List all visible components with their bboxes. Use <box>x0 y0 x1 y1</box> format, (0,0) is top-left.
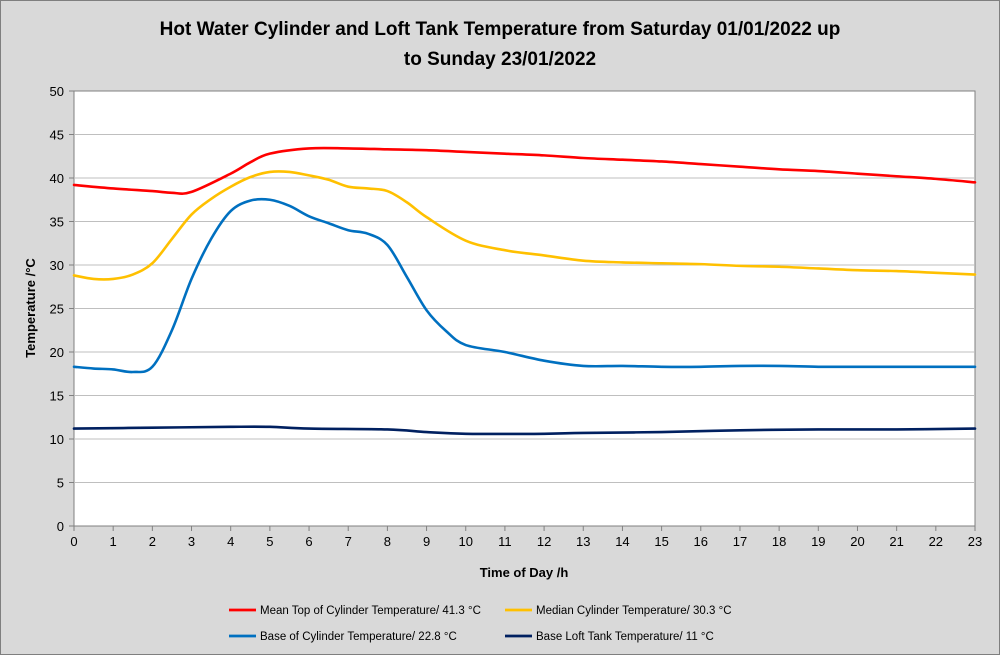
y-tick-label-5: 5 <box>57 476 64 491</box>
y-tick-label-10: 10 <box>50 432 64 447</box>
chart-title-line-1: Hot Water Cylinder and Loft Tank Tempera… <box>160 19 841 40</box>
x-tick-label-1: 1 <box>110 534 117 549</box>
y-tick-label-45: 45 <box>50 128 64 143</box>
series-line-base-of-cylinder <box>72 197 977 374</box>
y-tick-label-25: 25 <box>50 302 64 317</box>
x-tick-label-0: 0 <box>70 534 77 549</box>
x-tick-label-11: 11 <box>498 534 512 549</box>
x-tick-label-5: 5 <box>266 534 273 549</box>
legend-entry-loft-tank: Base Loft Tank Temperature/ 11 °C <box>505 631 714 643</box>
x-tick-labels: 0 1 2 3 4 5 6 7 8 9 10 11 12 13 14 15 16 17 18 19 20 21 22 23 <box>70 526 982 549</box>
series-lines <box>72 146 977 436</box>
grid-lines <box>74 134 975 483</box>
legend: Mean Top of Cylinder Temperature/ 41.3 °… <box>229 605 732 643</box>
x-tick-label-23: 23 <box>968 534 982 549</box>
series-line-median-cylinder <box>72 170 977 281</box>
y-tick-label-35: 35 <box>50 215 64 230</box>
legend-label-0: Mean Top of Cylinder Temperature/ 41.3 °… <box>260 605 481 617</box>
y-tick-label-50: 50 <box>50 84 64 99</box>
x-tick-label-12: 12 <box>537 534 551 549</box>
x-tick-label-9: 9 <box>423 534 430 549</box>
chart-title-line-2: to Sunday 23/01/2022 <box>404 49 596 70</box>
x-axis-label: Time of Day /h <box>480 565 569 580</box>
x-tick-label-8: 8 <box>384 534 391 549</box>
legend-entry-base-of-cylinder: Base of Cylinder Temperature/ 22.8 °C <box>229 631 457 643</box>
x-tick-label-18: 18 <box>772 534 786 549</box>
x-tick-label-17: 17 <box>733 534 747 549</box>
x-tick-label-22: 22 <box>929 534 943 549</box>
y-tick-labels: 0 5 10 15 20 25 30 35 40 45 50 <box>50 84 74 534</box>
y-tick-label-20: 20 <box>50 345 64 360</box>
x-tick-label-10: 10 <box>459 534 473 549</box>
x-tick-label-4: 4 <box>227 534 234 549</box>
x-tick-label-6: 6 <box>305 534 312 549</box>
x-tick-label-16: 16 <box>694 534 708 549</box>
x-tick-label-15: 15 <box>654 534 668 549</box>
x-tick-label-19: 19 <box>811 534 825 549</box>
y-tick-label-30: 30 <box>50 258 64 273</box>
x-tick-label-21: 21 <box>889 534 903 549</box>
legend-entry-median-cylinder: Median Cylinder Temperature/ 30.3 °C <box>505 605 732 617</box>
legend-label-1: Median Cylinder Temperature/ 30.3 °C <box>536 605 732 617</box>
legend-entry-top-of-cylinder: Mean Top of Cylinder Temperature/ 41.3 °… <box>229 605 481 617</box>
x-tick-label-2: 2 <box>149 534 156 549</box>
y-tick-label-40: 40 <box>50 171 64 186</box>
y-tick-label-15: 15 <box>50 389 64 404</box>
x-tick-label-7: 7 <box>345 534 352 549</box>
legend-label-2: Base of Cylinder Temperature/ 22.8 °C <box>260 631 457 643</box>
x-tick-label-14: 14 <box>615 534 629 549</box>
series-line-loft-tank <box>72 425 977 436</box>
legend-label-3: Base Loft Tank Temperature/ 11 °C <box>536 631 714 643</box>
x-tick-label-3: 3 <box>188 534 195 549</box>
x-tick-label-20: 20 <box>850 534 864 549</box>
y-axis-label: Temperature /°C <box>23 258 38 358</box>
x-tick-label-13: 13 <box>576 534 590 549</box>
y-tick-label-0: 0 <box>57 519 64 534</box>
series-line-top-of-cylinder <box>72 146 977 195</box>
